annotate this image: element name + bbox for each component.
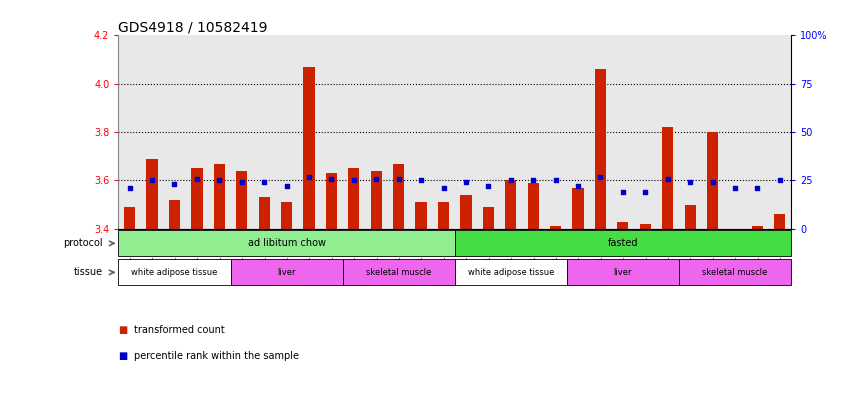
Bar <box>214 163 225 229</box>
Point <box>280 183 294 189</box>
Point <box>168 181 181 187</box>
Bar <box>326 173 337 229</box>
Point <box>728 185 742 191</box>
Bar <box>618 222 629 229</box>
Bar <box>662 127 673 229</box>
Bar <box>528 183 539 229</box>
Bar <box>230 259 343 285</box>
Text: liver: liver <box>613 268 632 277</box>
Point <box>437 185 450 191</box>
Bar <box>146 159 157 229</box>
Text: GDS4918 / 10582419: GDS4918 / 10582419 <box>118 20 268 34</box>
Point <box>594 173 607 180</box>
Point <box>526 177 540 184</box>
Point <box>661 175 674 182</box>
Point <box>347 177 360 184</box>
Bar <box>678 259 791 285</box>
Bar <box>505 180 516 229</box>
Bar <box>281 202 292 229</box>
Bar <box>752 226 763 229</box>
Text: percentile rank within the sample: percentile rank within the sample <box>134 351 299 361</box>
Bar <box>774 214 785 229</box>
Bar <box>169 200 180 229</box>
Text: skeletal muscle: skeletal muscle <box>702 268 767 277</box>
Bar <box>304 67 315 229</box>
Bar <box>483 207 494 229</box>
Point <box>684 179 697 185</box>
Text: ad libitum chow: ad libitum chow <box>248 239 326 248</box>
Point <box>616 189 629 195</box>
Text: tissue: tissue <box>74 267 102 277</box>
Point <box>370 175 383 182</box>
Bar <box>454 230 791 256</box>
Point <box>549 177 563 184</box>
Point <box>639 189 652 195</box>
Bar <box>684 205 695 229</box>
Bar <box>438 202 449 229</box>
Bar <box>567 259 678 285</box>
Bar <box>415 202 426 229</box>
Bar <box>640 224 651 229</box>
Bar <box>595 69 606 229</box>
Point <box>459 179 473 185</box>
Bar <box>343 259 454 285</box>
Bar <box>236 171 247 229</box>
Point <box>504 177 518 184</box>
Point <box>392 175 405 182</box>
Text: protocol: protocol <box>63 239 102 248</box>
Text: transformed count: transformed count <box>134 325 224 335</box>
Text: liver: liver <box>277 268 296 277</box>
Point <box>123 185 136 191</box>
Bar <box>118 259 230 285</box>
Point <box>415 177 428 184</box>
Point <box>302 173 316 180</box>
Bar <box>124 207 135 229</box>
Bar <box>349 168 360 229</box>
Bar <box>118 230 454 256</box>
Point <box>706 179 719 185</box>
Bar <box>191 168 202 229</box>
Text: skeletal muscle: skeletal muscle <box>366 268 431 277</box>
Bar <box>707 132 718 229</box>
Bar <box>573 188 584 229</box>
Bar <box>371 171 382 229</box>
Point <box>481 183 495 189</box>
Point <box>190 175 204 182</box>
Bar <box>550 226 561 229</box>
Point <box>571 183 585 189</box>
Point <box>750 185 764 191</box>
Point <box>257 179 271 185</box>
Point <box>773 177 787 184</box>
Point <box>212 177 226 184</box>
Bar <box>460 195 471 229</box>
Text: white adipose tissue: white adipose tissue <box>131 268 217 277</box>
Text: fasted: fasted <box>607 239 638 248</box>
Bar <box>393 163 404 229</box>
Point <box>235 179 249 185</box>
Text: ■: ■ <box>118 351 128 361</box>
Point <box>146 177 159 184</box>
Bar <box>454 259 567 285</box>
Bar <box>259 197 270 229</box>
Text: white adipose tissue: white adipose tissue <box>468 268 554 277</box>
Text: ■: ■ <box>118 325 128 335</box>
Point <box>325 175 338 182</box>
